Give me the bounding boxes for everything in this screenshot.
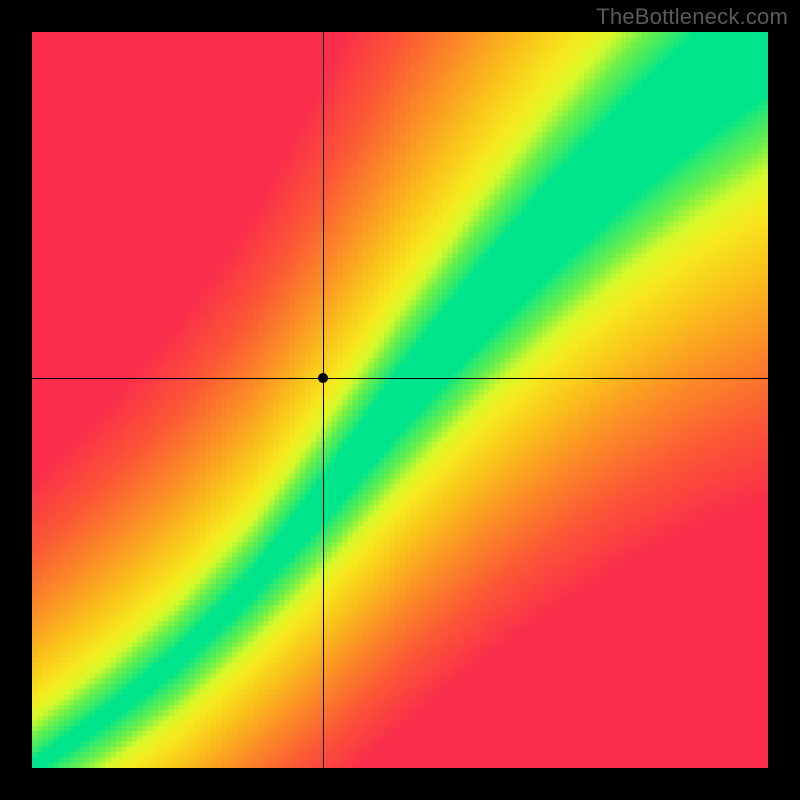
heatmap-canvas xyxy=(32,32,768,768)
crosshair-vertical xyxy=(323,32,324,768)
crosshair-marker xyxy=(318,373,328,383)
chart-container: TheBottleneck.com xyxy=(0,0,800,800)
plot-area xyxy=(32,32,768,768)
watermark-text: TheBottleneck.com xyxy=(596,4,788,30)
crosshair-horizontal xyxy=(32,378,768,379)
